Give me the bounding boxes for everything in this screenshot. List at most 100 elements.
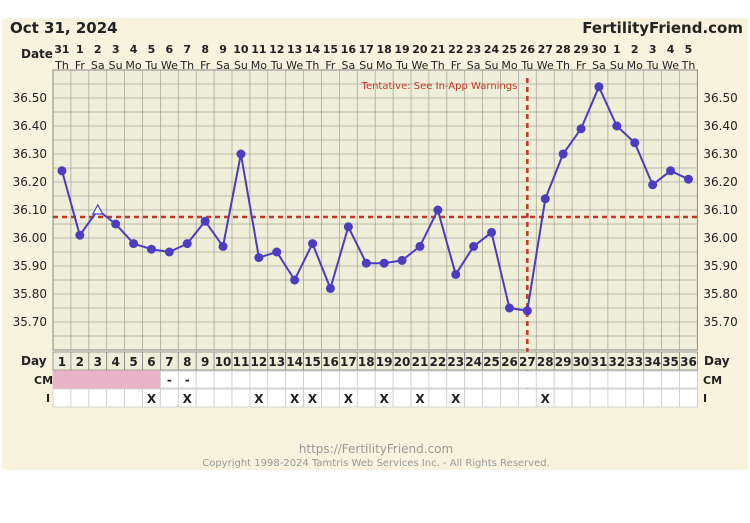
cycle-day-label: 35 [662,355,679,369]
date-label: 12 [269,43,284,56]
date-row: 31 1 2 3 4 5 6 7 8 9 10 11 12 13 14 15 16 17 18 19 20 21 22 23 2… [54,43,692,56]
intercourse-cell [392,388,412,408]
temp-point [522,306,532,316]
intercourse-mark: X [254,392,264,406]
intercourse-cell [625,388,645,408]
intercourse-cell [500,388,519,408]
cm-cell [374,370,394,389]
cm-cell [338,370,358,389]
temp-point [576,124,586,134]
footer-url: https://FertilityFriend.com [299,442,453,456]
intercourse-cell [553,388,573,408]
cm-cell [106,370,125,389]
temp-point [146,244,156,254]
temp-point [200,216,210,226]
temp-point [164,247,174,257]
cm-cell [267,370,287,389]
y-axis-right: 36.50 36.40 36.30 36.20 36.10 36.00 35.90 35.80… [703,91,737,329]
temp-point [236,149,246,159]
cm-cell [482,370,501,389]
weekday-label: Fr [325,59,336,72]
date-label: 30 [591,43,607,56]
cycle-day-label: 20 [394,355,411,369]
intercourse-cell [607,388,627,408]
cm-row-label-right: CM [703,374,722,387]
weekday-label: We [411,59,428,72]
temp-point [415,241,425,251]
date-label: 20 [412,43,428,56]
cm-cell [643,370,663,389]
cycle-day-label: 9 [201,355,209,369]
y-tick-label-left: 36.20 [13,175,47,189]
cm-cell [535,370,555,389]
temp-point [272,247,282,257]
date-label: 27 [538,43,553,56]
cycle-day-label: 13 [268,355,285,369]
y-tick-label-right: 35.80 [703,287,737,301]
cycle-day-label: 3 [94,355,102,369]
cm-cell [88,370,108,389]
cycle-day-label: 27 [519,355,536,369]
weekday-label: Mo [627,59,643,72]
date-label: 17 [359,43,374,56]
day-row-label-right: Day [704,354,730,368]
weekday-row: Th Fr Sa Su Mo Tu We Th Fr Sa Su Mo Tu We Th Fr Sa Su Mo Tu… [54,59,695,72]
intercourse-cell [267,388,287,408]
intercourse-mark: X [380,392,390,406]
temp-point [504,303,514,313]
temp-point [666,166,676,176]
temp-point-open [91,203,104,215]
chart-outer-white-gap [0,0,750,18]
intercourse-cell [356,388,376,408]
cycle-day-label: 36 [680,355,697,369]
y-tick-label-left: 35.70 [13,315,47,329]
intercourse-cell [231,388,251,408]
cm-cell [356,370,376,389]
cycle-day-label: 16 [322,355,339,369]
weekday-label: Th [555,59,570,72]
y-tick-label-right: 35.90 [703,259,737,273]
cycle-day-label: 24 [465,355,482,369]
weekday-label: Fr [451,59,462,72]
date-label: 4 [667,43,675,56]
cm-cell [249,370,269,389]
weekday-label: Tu [646,59,659,72]
date-label: 1 [76,43,84,56]
intercourse-cell [124,388,143,408]
date-label: 29 [573,43,588,56]
weekday-label: Fr [200,59,211,72]
temp-point [433,205,443,215]
date-label: 15 [323,43,338,56]
y-tick-label-right: 36.10 [703,203,737,217]
intercourse-mark: X [308,392,318,406]
temp-point [540,194,550,204]
cm-cell [142,370,161,389]
y-tick-label-right: 36.00 [703,231,737,245]
intercourse-cell [661,388,680,408]
cycle-day-label: 29 [555,355,572,369]
temp-point [308,239,318,249]
weekday-label: We [537,59,554,72]
weekday-label: Tu [395,59,408,72]
cm-row: -- [52,370,698,389]
intercourse-cell [518,388,537,408]
temp-point [451,269,461,279]
weekday-label: Th [305,59,320,72]
cycle-day-label: 14 [286,355,303,369]
temp-point [218,241,228,251]
weekday-label: Sa [216,59,230,72]
cycle-day-label: 12 [250,355,267,369]
date-row-label: Date [21,47,53,61]
cm-cell [589,370,609,389]
cycle-day-label: 22 [429,355,446,369]
cm-row-label-left: CM [34,374,53,387]
weekday-label: Su [610,59,624,72]
date-label: 19 [394,43,409,56]
temp-point [361,258,371,268]
cycle-day-label: 31 [591,355,608,369]
date-label: 2 [94,43,102,56]
cm-mark: - [167,373,172,387]
y-tick-label-right: 36.40 [703,119,737,133]
brand-name: FertilityFriend.com [582,19,743,37]
